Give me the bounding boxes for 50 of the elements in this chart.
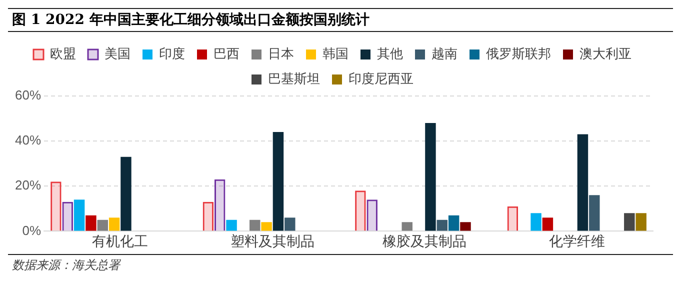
bar [366,200,378,231]
bar [542,218,554,231]
bar [530,213,542,231]
x-tick-label: 有机化工 [92,234,148,250]
bar [202,202,214,231]
bar [120,156,132,231]
y-tick-label: 40% [14,132,42,148]
bar [436,220,448,231]
bar [97,220,108,231]
bar [261,222,272,231]
bar [86,215,96,231]
y-tick-label: 60% [14,88,42,103]
chart-title: 图 1 2022 年中国主要化工细分领域出口金额按国别统计 [8,8,673,32]
bar [589,195,600,231]
bar [74,200,85,231]
x-tick-label: 塑料及其制品 [230,234,314,250]
legend-label: 美国 [104,46,130,62]
legend-label: 印度 [159,46,185,62]
legend-label: 越南 [432,46,458,62]
bar [507,206,518,231]
bar [214,179,226,231]
legend-label: 韩国 [322,46,348,62]
legend-label: 澳大利亚 [580,46,632,62]
x-tick-label: 化学纤维 [548,234,605,250]
source-note: 数据来源：海关总署 [12,258,120,272]
legend-label: 其他 [377,46,403,62]
legend-label: 日本 [268,46,294,62]
bar [226,220,237,231]
bar [284,218,296,231]
legend-label: 俄罗斯联邦 [486,46,551,62]
legend-label: 欧盟 [50,46,76,62]
bar [636,213,646,231]
bar [272,132,284,231]
legend-label: 印度尼西亚 [348,70,414,87]
bar [50,182,62,231]
x-tick-label: 橡胶及其制品 [382,234,467,250]
legend-label: 巴基斯坦 [268,72,320,87]
bar [355,190,366,231]
bar [425,123,436,231]
y-tick-label: 20% [14,178,42,193]
bar [402,222,412,231]
legend-label: 巴西 [214,46,240,62]
bar [250,220,260,231]
bar [62,202,73,231]
bar [460,222,471,231]
bar [624,213,635,231]
bar [108,218,120,231]
bar [448,215,460,231]
y-tick-label: 0% [22,222,42,238]
bar [577,134,588,231]
